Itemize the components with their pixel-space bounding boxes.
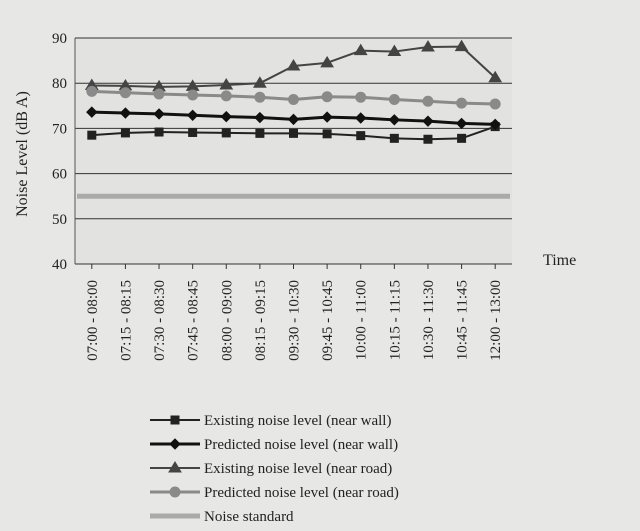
x-tick-label: 09:30 - 10:30 — [287, 280, 303, 361]
data-point — [489, 118, 501, 131]
data-point — [255, 128, 265, 138]
data-point — [456, 97, 468, 109]
x-tick-label: 10:30 - 11:30 — [421, 280, 437, 360]
data-point — [388, 114, 401, 126]
data-point — [219, 78, 234, 90]
data-point — [153, 108, 165, 120]
x-axis-title: Time — [543, 252, 576, 269]
x-tick-labels: 07:00 - 08:00 07:15 - 08:15 07:30 - 08:30 0… — [85, 264, 504, 361]
legend-label: Predicted noise level (near wall) — [204, 437, 398, 453]
data-point — [355, 91, 367, 103]
legend-swatch-marker — [170, 415, 180, 425]
data-point — [119, 107, 132, 119]
legend-label: Existing noise level (near wall) — [204, 413, 391, 429]
data-point — [422, 95, 434, 107]
x-tick-label: 10:00 - 11:00 — [354, 280, 370, 360]
data-point — [321, 91, 333, 103]
y-tick-label: 50 — [52, 212, 67, 228]
data-point — [387, 44, 402, 57]
x-tick-label: 12:00 - 13:00 — [488, 280, 504, 361]
data-point — [120, 128, 130, 138]
data-point — [320, 55, 334, 68]
data-point — [254, 111, 266, 124]
data-point — [455, 117, 468, 130]
legend-item-1: Existing noise level (near wall) — [150, 413, 391, 429]
data-point — [321, 111, 333, 123]
legend-swatch-marker — [169, 486, 181, 498]
data-point — [86, 85, 98, 97]
gridlines — [74, 37, 512, 265]
data-point — [353, 43, 368, 56]
data-point — [119, 87, 131, 99]
data-point — [356, 131, 366, 141]
data-point — [254, 91, 266, 103]
data-point — [287, 113, 300, 126]
series-4 — [86, 85, 501, 110]
data-point — [423, 134, 433, 144]
legend-swatch-marker — [169, 438, 181, 450]
data-point — [221, 128, 231, 138]
data-point — [187, 89, 199, 101]
data-point — [421, 40, 435, 52]
series-3 — [84, 39, 503, 92]
legend-label: Existing noise level (near road) — [204, 461, 392, 477]
data-point — [86, 106, 98, 118]
y-tick-label: 40 — [52, 257, 67, 273]
data-point — [488, 70, 503, 83]
y-tick-label: 60 — [52, 167, 67, 183]
data-point — [220, 90, 232, 102]
plot-area — [75, 38, 512, 264]
x-tick-label: 07:45 - 08:45 — [186, 280, 202, 361]
data-point — [457, 133, 467, 143]
x-tick-label: 08:15 - 09:15 — [253, 280, 269, 361]
x-tick-label: 07:00 - 08:00 — [85, 280, 101, 361]
x-tick-label: 09:45 - 10:45 — [320, 280, 336, 361]
legend-item-3: Existing noise level (near road) — [150, 461, 392, 477]
y-tick-label: 70 — [52, 121, 67, 137]
y-tick-label: 80 — [52, 76, 67, 92]
data-point — [489, 98, 501, 110]
data-point — [288, 93, 299, 105]
legend-item-2: Predicted noise level (near wall) — [150, 437, 398, 453]
legend-item-5: Noise standard — [150, 509, 294, 525]
x-tick-label: 08:00 - 09:00 — [219, 280, 235, 361]
data-point — [286, 59, 301, 71]
legend-label: Noise standard — [204, 509, 294, 525]
data-point — [389, 133, 399, 143]
y-tick-labels: 40 50 60 70 80 90 — [52, 31, 67, 273]
x-tick-label: 07:15 - 08:15 — [118, 280, 134, 361]
data-point — [220, 110, 232, 123]
data-point — [422, 115, 434, 127]
x-tick-label: 10:15 - 11:15 — [387, 280, 403, 360]
data-point — [388, 93, 400, 105]
y-tick-label: 90 — [52, 31, 67, 47]
data-point — [454, 39, 469, 52]
data-point — [154, 127, 164, 137]
data-point — [188, 127, 198, 137]
legend-item-4: Predicted noise level (near road) — [150, 485, 399, 501]
data-point — [322, 129, 332, 139]
y-axis-title: Noise Level (dB A) — [14, 91, 31, 217]
series-lines — [77, 39, 510, 199]
legend-swatch-marker — [168, 461, 182, 473]
series-2 — [86, 106, 501, 131]
x-tick-label: 07:30 - 08:30 — [152, 280, 168, 361]
data-point — [355, 112, 367, 124]
data-point — [153, 88, 165, 100]
data-point — [186, 109, 199, 121]
x-tick-label: 10:45 - 11:45 — [455, 280, 471, 360]
legend-label: Predicted noise level (near road) — [204, 485, 399, 501]
data-point — [253, 76, 267, 88]
data-point — [87, 130, 97, 140]
legend: Existing noise level (near wall) Predicte… — [150, 413, 399, 525]
data-point — [289, 128, 298, 138]
